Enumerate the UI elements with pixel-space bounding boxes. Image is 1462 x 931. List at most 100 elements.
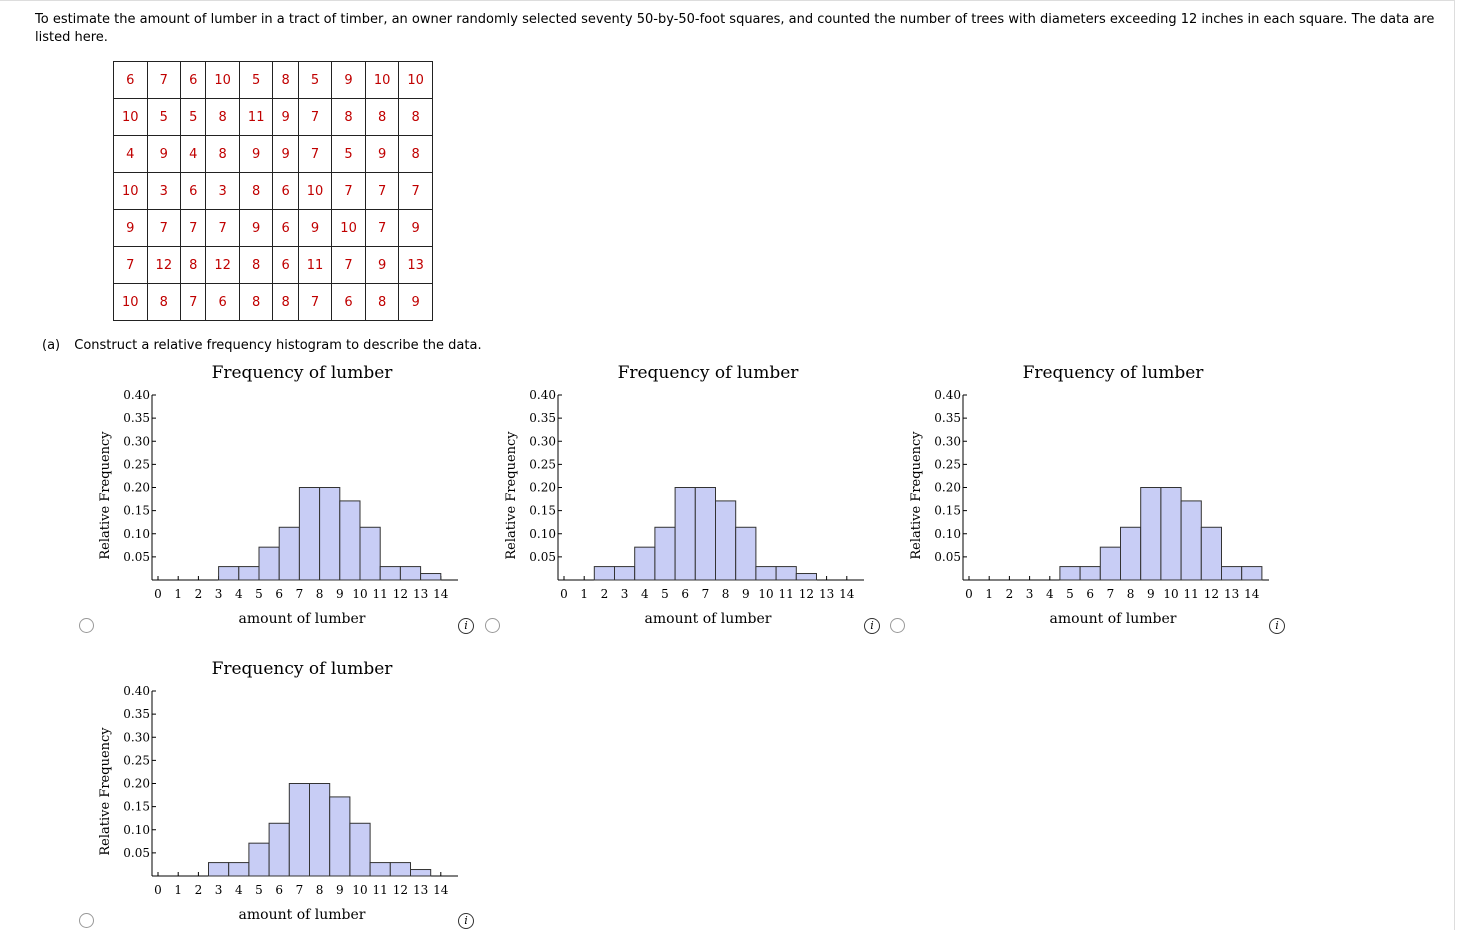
histogram-bar	[319, 487, 341, 581]
y-tick-label: 0.30	[123, 730, 150, 744]
data-cell: 6	[272, 246, 299, 284]
option-3-radio[interactable]	[890, 618, 905, 633]
data-cell: 6	[272, 172, 299, 210]
data-cell: 3	[205, 172, 240, 210]
data-cell: 7	[180, 283, 207, 321]
option-4-radio[interactable]	[79, 913, 94, 928]
data-cell: 8	[205, 135, 240, 173]
x-tick-label: 1	[174, 587, 182, 601]
histogram-bar	[218, 566, 240, 581]
y-tick-label: 0.30	[934, 434, 961, 448]
x-axis-label: amount of lumber	[239, 611, 366, 627]
data-cell: 7	[364, 209, 400, 247]
data-cell: 7	[398, 172, 433, 210]
histogram-bar	[248, 842, 270, 877]
chart-title: Frequency of lumber	[618, 363, 800, 383]
histogram-bar	[359, 526, 381, 581]
x-tick-label: 5	[255, 883, 263, 897]
data-cell: 6	[180, 172, 207, 210]
histogram-bar	[369, 862, 391, 877]
y-axis-label: Relative Frequency	[909, 431, 924, 560]
x-tick-label: 10	[758, 587, 773, 601]
data-cell: 10	[331, 209, 366, 247]
histogram-bar	[715, 500, 737, 581]
question-text: Construct a relative frequency histogram…	[74, 338, 482, 353]
x-tick-label: 1	[174, 883, 182, 897]
x-tick-label: 0	[154, 587, 162, 601]
data-cell: 9	[146, 135, 182, 173]
data-cell: 11	[238, 98, 274, 136]
data-cell: 9	[238, 209, 274, 247]
data-table-row: 6 7 6 10 5 8 5 9 10 10	[113, 61, 433, 99]
y-tick-label: 0.15	[123, 504, 150, 518]
histogram-bar	[288, 783, 311, 877]
histogram-bar	[1221, 566, 1243, 581]
data-cell: 8	[364, 283, 400, 321]
data-cell: 9	[113, 209, 148, 247]
question-a: (a) Construct a relative frequency histo…	[42, 338, 482, 353]
data-cell: 12	[146, 246, 182, 284]
x-tick-label: 9	[336, 883, 344, 897]
x-tick-label: 10	[352, 883, 367, 897]
y-tick-label: 0.15	[123, 800, 150, 814]
y-tick-label: 0.35	[123, 411, 150, 425]
x-tick-label: 1	[985, 587, 993, 601]
x-tick-label: 12	[799, 587, 814, 601]
histogram-bar	[1079, 566, 1101, 581]
data-cell: 7	[113, 246, 148, 284]
x-tick-label: 0	[154, 883, 162, 897]
histogram-bar	[674, 487, 696, 581]
histogram-bar	[1099, 546, 1122, 581]
y-axis-label: Relative Frequency	[98, 431, 113, 560]
x-tick-label: 14	[433, 883, 449, 897]
data-cell: 10	[364, 61, 400, 99]
data-cell: 7	[297, 98, 333, 136]
histogram-option-4: Frequency of lumber Relative Frequency 0.4…	[95, 652, 475, 931]
data-cell: 5	[180, 98, 207, 136]
histogram-svg-1: Frequency of lumber Relative Frequency 0.4…	[98, 363, 458, 627]
data-table-row: 10 8 7 6 8 8 7 6 8 9	[113, 283, 433, 321]
data-cell: 8	[238, 246, 274, 284]
option-4-info-icon[interactable]: i	[458, 913, 474, 929]
y-tick-label: 0.05	[529, 550, 556, 564]
x-tick-label: 8	[316, 587, 324, 601]
y-tick-label: 0.10	[934, 527, 961, 541]
x-tick-label: 2	[195, 587, 203, 601]
x-axis-label: amount of lumber	[645, 611, 772, 627]
data-table-row: 7 12 8 12 8 6 11 7 9 13	[113, 246, 433, 284]
data-cell: 5	[331, 135, 366, 173]
y-tick-label: 0.25	[934, 457, 961, 471]
data-cell: 10	[113, 172, 148, 210]
y-tick-label: 0.25	[123, 753, 150, 767]
histogram-option-1: Frequency of lumber Relative Frequency 0.4…	[95, 356, 475, 635]
option-3-info-icon[interactable]: i	[1269, 618, 1285, 634]
histogram-bar	[410, 869, 432, 877]
x-tick-label: 11	[779, 587, 794, 601]
x-tick-label: 2	[601, 587, 609, 601]
histogram-bar	[1160, 487, 1182, 581]
data-cell: 8	[331, 98, 366, 136]
question-label: (a)	[42, 338, 61, 353]
chart-title: Frequency of lumber	[1023, 363, 1205, 383]
option-1-info-icon[interactable]: i	[458, 618, 474, 634]
data-table-row: 10 3 6 3 8 6 10 7 7 7	[113, 172, 433, 210]
data-cell: 7	[364, 172, 400, 210]
x-tick-label: 10	[352, 587, 367, 601]
option-2-info-icon[interactable]: i	[864, 618, 880, 634]
option-1-radio[interactable]	[79, 618, 94, 633]
data-cell: 7	[297, 283, 333, 321]
data-cell: 8	[364, 98, 400, 136]
data-cell: 9	[364, 246, 400, 284]
option-2-radio[interactable]	[485, 618, 500, 633]
data-cell: 8	[398, 135, 433, 173]
y-tick-label: 0.40	[123, 684, 150, 698]
histogram-svg-2: Frequency of lumber Relative Frequency 0.4…	[504, 363, 864, 627]
x-tick-label: 14	[839, 587, 855, 601]
x-tick-label: 9	[1147, 587, 1155, 601]
x-tick-label: 4	[235, 883, 243, 897]
histogram-bar	[1241, 566, 1263, 581]
y-tick-label: 0.20	[123, 777, 150, 791]
x-tick-label: 2	[1006, 587, 1014, 601]
histogram-bar	[775, 566, 797, 581]
histogram-bar	[420, 573, 442, 581]
